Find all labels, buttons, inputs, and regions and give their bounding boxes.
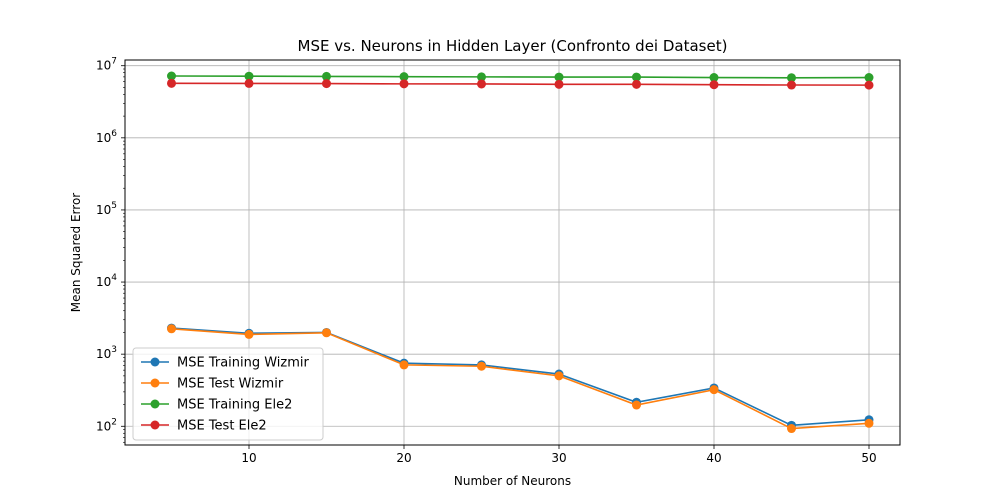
y-tick-base: 10	[96, 419, 111, 433]
y-tick-label: 105	[96, 201, 117, 217]
data-point	[399, 360, 409, 370]
x-tick-label: 50	[861, 451, 876, 465]
series-3	[167, 78, 874, 90]
data-point	[709, 80, 719, 90]
data-point	[322, 328, 331, 338]
data-point	[632, 72, 641, 82]
data-point	[477, 361, 486, 371]
data-point	[864, 80, 874, 90]
data-point	[244, 329, 254, 339]
legend-item: MSE Test Wizmir	[141, 377, 284, 392]
data-point	[244, 71, 254, 81]
data-point	[322, 71, 331, 81]
legend-marker	[150, 399, 160, 409]
data-point	[477, 79, 486, 89]
data-point	[554, 79, 564, 89]
data-point	[709, 73, 719, 83]
plot-area-frame	[124, 59, 901, 446]
data-point	[399, 79, 409, 89]
data-point	[554, 371, 564, 381]
legend-label: MSE Test Ele2	[177, 419, 267, 434]
data-point	[709, 385, 719, 395]
y-tick-base: 10	[96, 347, 111, 361]
data-point	[787, 424, 796, 434]
x-axis: 10 20 30 40 50	[241, 445, 877, 465]
data-point	[787, 73, 796, 83]
y-tick-exponent: 7	[111, 57, 117, 67]
y-tick-label: 107	[96, 57, 117, 73]
data-point	[167, 324, 176, 334]
legend-label: MSE Training Wizmir	[177, 356, 310, 371]
y-tick-exponent: 3	[111, 345, 117, 355]
plot-series	[167, 71, 874, 434]
legend-marker	[150, 420, 160, 430]
y-tick-exponent: 5	[111, 201, 117, 211]
series-line	[171, 82, 870, 86]
series-1	[167, 324, 874, 434]
y-tick-exponent: 2	[111, 417, 117, 427]
x-tick-label: 20	[396, 451, 411, 465]
legend-item: MSE Test Ele2	[141, 419, 267, 434]
data-point	[787, 80, 796, 90]
chart-title: MSE vs. Neurons in Hidden Layer (Confron…	[298, 37, 728, 55]
legend-item: MSE Training Wizmir	[141, 356, 310, 371]
y-tick-base: 10	[96, 59, 111, 73]
data-point	[477, 72, 486, 82]
y-tick-base: 10	[96, 275, 111, 289]
y-tick-label: 103	[96, 345, 117, 361]
legend-box	[132, 347, 324, 441]
grid	[125, 60, 900, 445]
data-point	[554, 72, 564, 82]
y-axis-label: Mean Squared Error	[69, 193, 83, 313]
data-point	[399, 72, 409, 82]
data-point	[167, 71, 176, 81]
data-point	[632, 79, 641, 89]
y-tick-base: 10	[96, 131, 111, 145]
data-point	[244, 78, 254, 88]
y-tick-exponent: 6	[111, 129, 117, 139]
y-tick-label: 104	[96, 273, 117, 289]
y-tick-label: 106	[96, 129, 117, 145]
y-tick-exponent: 4	[111, 273, 117, 283]
legend-label: MSE Training Ele2	[177, 398, 292, 413]
legend-item: MSE Training Ele2	[141, 398, 292, 413]
x-tick-label: 40	[706, 451, 721, 465]
legend-label: MSE Test Wizmir	[177, 377, 284, 392]
legend: MSE Training Wizmir MSE Test Wizmir MSE Tr…	[132, 347, 324, 441]
data-point	[864, 418, 874, 428]
series-line	[171, 327, 870, 430]
data-point	[167, 78, 176, 88]
series-line	[171, 75, 870, 79]
y-tick-base: 10	[96, 203, 111, 217]
legend-marker	[150, 357, 160, 367]
legend-marker	[150, 378, 160, 388]
x-tick-label: 10	[241, 451, 256, 465]
data-point	[864, 73, 874, 83]
x-axis-label: Number of Neurons	[454, 474, 571, 488]
data-point	[322, 79, 331, 89]
series-2	[167, 71, 874, 83]
data-point	[632, 400, 641, 410]
y-tick-label: 102	[96, 417, 117, 433]
x-tick-label: 30	[551, 451, 566, 465]
